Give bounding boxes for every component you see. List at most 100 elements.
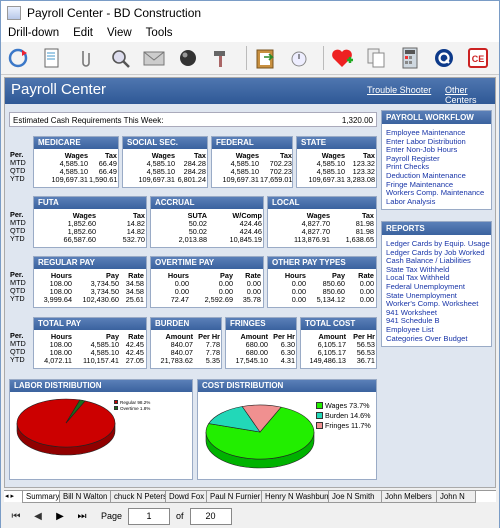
report-link[interactable]: Ledger Cards by Job Worked — [386, 247, 485, 257]
report-link[interactable]: 941 Worksheet — [386, 307, 437, 317]
page-banner: Payroll Center Trouble Shooter Other Cen… — [5, 78, 495, 105]
menu-edit[interactable]: Edit — [73, 27, 93, 39]
value-ytd: 109,697.31 — [222, 175, 259, 184]
workflow-link[interactable]: Employee Maintenance — [386, 128, 466, 137]
legend-label: Burden 14.6% — [325, 410, 371, 420]
new-doc-icon[interactable] — [38, 45, 65, 71]
col-header: Per Hr — [198, 332, 220, 341]
next-page-icon[interactable]: ▶ — [56, 510, 64, 522]
row-label-ytd: YTD — [10, 234, 25, 243]
tab-employee[interactable]: chuck N Peters — [110, 491, 166, 503]
tab-employee[interactable]: Bill N Walton — [59, 491, 111, 503]
report-link[interactable]: Worker's Comp. Worksheet — [386, 299, 479, 309]
report-link[interactable]: Categories Over Budget — [386, 333, 468, 343]
value-mtd: 56.53 — [356, 340, 375, 349]
section-title: LOCAL — [268, 197, 376, 209]
burden-section[interactable]: BURDEN Amount Per Hr 840.07 7.78 840.07 … — [150, 317, 222, 369]
report-link[interactable]: Local Tax Withheld — [386, 273, 450, 283]
trouble-shooter-link[interactable]: Trouble Shooter — [367, 85, 432, 95]
social-sec-section[interactable]: SOCIAL SEC. Wages Tax 4,585.10 284.28 4,… — [122, 136, 208, 188]
tab-employee[interactable]: John Melbers — [381, 491, 437, 503]
report-link[interactable]: 941 Schedule B — [386, 316, 440, 326]
medicare-section[interactable]: MEDICARE Wages Tax 4,585.10 66.49 4,585.… — [33, 136, 119, 188]
col-header: Rate — [128, 271, 144, 280]
labor-pie — [16, 398, 116, 456]
menu-tools[interactable]: Tools — [145, 27, 173, 39]
value-qtd: 424.46 — [239, 227, 262, 236]
hammer-icon[interactable] — [208, 45, 235, 71]
col-header: Hours — [50, 332, 72, 341]
state-section[interactable]: STATE Wages Tax 4,585.10 123.32 4,585.10… — [296, 136, 377, 188]
prev-page-icon[interactable]: ◀ — [34, 510, 42, 522]
futa-section[interactable]: FUTA Wages Tax 1,852.60 14.82 1,852.60 1… — [33, 196, 147, 248]
page-input[interactable]: 1 — [128, 507, 171, 525]
find-icon[interactable] — [106, 45, 133, 71]
last-page-icon[interactable]: ⏭ — [77, 510, 87, 522]
workflow-link[interactable]: Enter Labor Distribution — [386, 136, 466, 146]
overtime-pay-section[interactable]: OVERTIME PAY Hours Pay Rate 0.00 0.00 0.… — [150, 256, 264, 308]
tab-employee[interactable]: Dowd Fox — [165, 491, 207, 503]
help-q-icon[interactable] — [430, 45, 457, 71]
attach-icon[interactable] — [72, 45, 99, 71]
menu-drill-down[interactable]: Drill-down — [8, 27, 60, 39]
menu-view[interactable]: View — [106, 27, 132, 39]
report-link[interactable]: State Unemployment — [386, 290, 457, 300]
tab-employee[interactable]: Joe N Smith — [328, 491, 382, 503]
col-header: Pay — [220, 271, 233, 280]
legend-label: Overtime 1.8% — [120, 405, 151, 411]
value-ytd: 109,697.31 — [138, 175, 175, 184]
col-header: Tax — [193, 151, 206, 160]
mail-icon[interactable] — [140, 45, 167, 71]
tab-employee[interactable]: John N — [436, 491, 476, 503]
total-cost-section[interactable]: TOTAL COST Amount Per Hr 6,105.17 56.53 … — [300, 317, 377, 369]
refresh-icon[interactable] — [4, 45, 31, 71]
report-link[interactable]: Employee List — [386, 324, 434, 334]
toolbar-separator — [323, 46, 324, 70]
federal-section[interactable]: FEDERAL Wages Tax 4,585.10 702.23 4,585.… — [211, 136, 293, 188]
workflow-link[interactable]: Fringe Maintenance — [386, 179, 454, 189]
value-ytd: 17,545.10 — [235, 356, 268, 365]
workflow-link[interactable]: Enter Non-Job Hours — [386, 145, 458, 155]
report-link[interactable]: Ledger Cards by Equip. Usage — [386, 239, 490, 248]
col-header: Hours — [167, 271, 189, 280]
value-qtd: 840.07 — [170, 348, 193, 357]
regular-pay-section[interactable]: REGULAR PAY Hours Pay Rate 108.00 3,734.… — [33, 256, 147, 308]
accrual-section[interactable]: ACCRUAL SUTA W/Comp 50.02 424.46 50.02 4… — [150, 196, 264, 248]
value-mtd: 66.49 — [98, 159, 117, 168]
ce-icon[interactable]: CE — [464, 45, 491, 71]
report-link[interactable]: Cash Balance / Liabilities — [386, 256, 471, 266]
other-centers-link[interactable]: Other Centers — [445, 85, 477, 105]
pages-icon[interactable] — [362, 45, 389, 71]
timer-icon[interactable] — [285, 45, 312, 71]
value-qtd: 680.00 — [245, 348, 268, 357]
tab-summary[interactable]: Summary — [22, 491, 60, 503]
workflow-link[interactable]: Workers Comp. Maintenance — [386, 188, 485, 198]
workflow-link[interactable]: Print Checks — [386, 162, 430, 172]
tab-nav-icon[interactable]: ◂ ▸ — [5, 493, 14, 500]
report-link[interactable]: Federal Unemployment — [386, 281, 465, 291]
fringes-section[interactable]: FRINGES Amount Per Hr 680.00 6.30 680.00… — [225, 317, 297, 369]
first-page-icon[interactable]: ⏮ — [11, 510, 21, 522]
workflow-link[interactable]: Labor Analysis — [386, 196, 436, 206]
chart-title: COST DISTRIBUTION — [198, 380, 376, 392]
tab-employee[interactable]: Henry N Washburn — [261, 491, 329, 503]
heart-icon[interactable] — [328, 45, 355, 71]
labor-legend: Regular 98.2% Overtime 1.8% — [114, 399, 150, 411]
workflow-link[interactable]: Payroll Register — [386, 153, 440, 163]
section-title: TOTAL PAY — [34, 318, 146, 330]
other-pay-section[interactable]: OTHER PAY TYPES Hours Pay Rate 0.00 850.… — [267, 256, 377, 308]
workflow-link[interactable]: Deduction Maintenance — [386, 170, 466, 180]
col-header: Wages — [321, 151, 345, 160]
value-qtd: 3,734.50 — [90, 287, 119, 296]
ball-icon[interactable] — [174, 45, 201, 71]
value-mtd: 4,585.10 — [230, 159, 259, 168]
value-qtd: 108.00 — [49, 287, 72, 296]
tab-employee[interactable]: Paul N Furnier — [206, 491, 262, 503]
calculator-icon[interactable] — [396, 45, 423, 71]
report-link[interactable]: State Tax Withheld — [386, 264, 450, 274]
total-pay-section[interactable]: TOTAL PAY Hours Pay Rate 108.00 4,585.10… — [33, 317, 147, 369]
clipboard-icon[interactable] — [251, 45, 278, 71]
section-title: SOCIAL SEC. — [123, 137, 207, 149]
value-qtd: 0.00 — [246, 287, 261, 296]
local-section[interactable]: LOCAL Wages Tax 4,827.70 81.98 4,827.70 … — [267, 196, 377, 248]
